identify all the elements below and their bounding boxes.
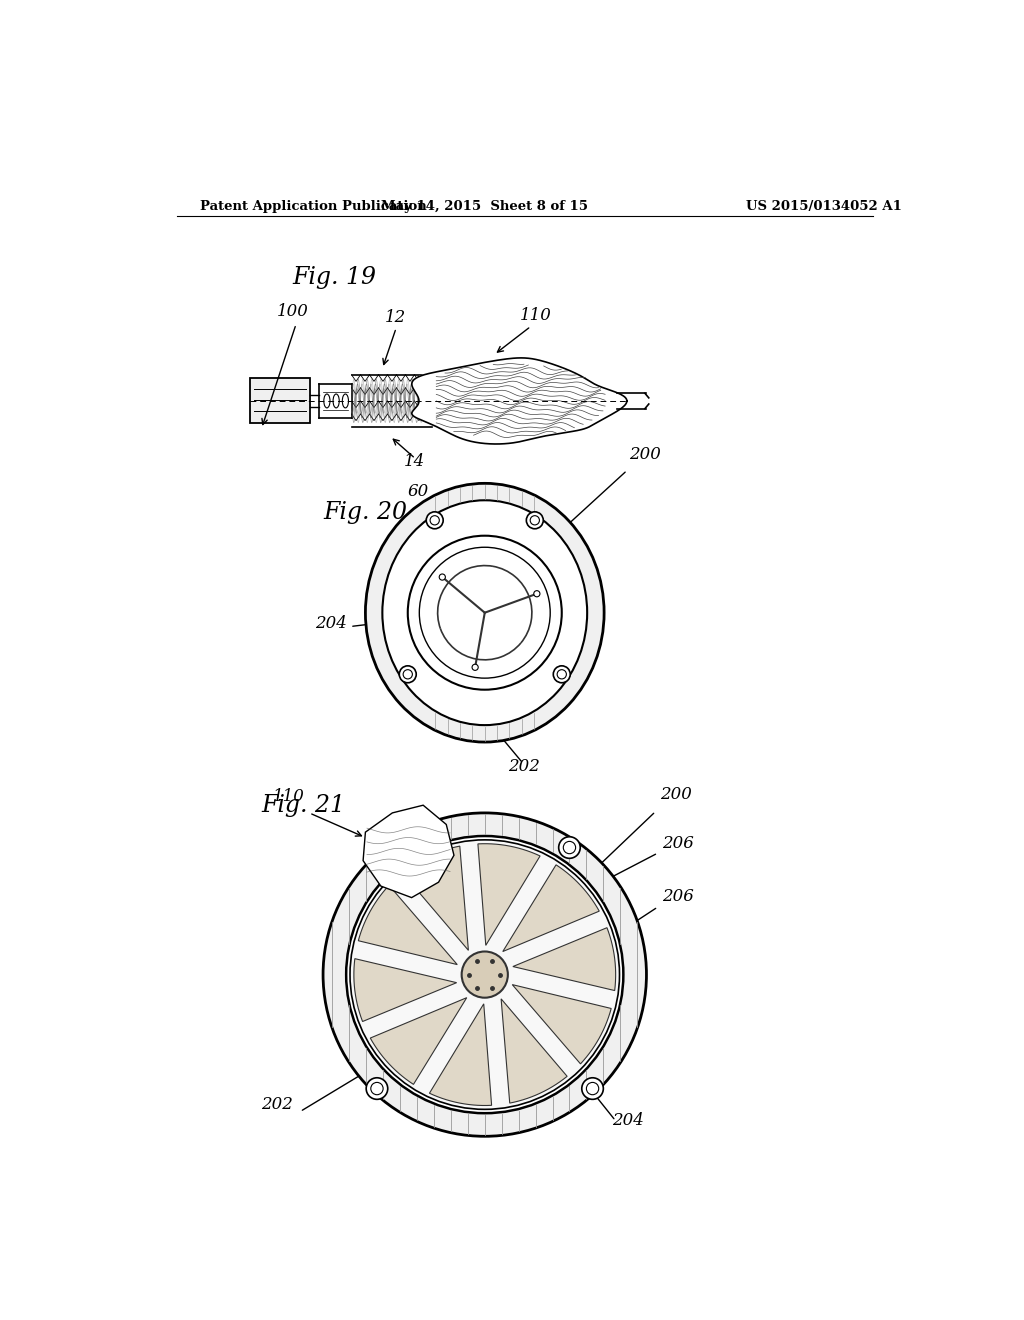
Text: Fig. 21: Fig. 21 [261, 793, 345, 817]
Text: 14: 14 [403, 453, 425, 470]
Polygon shape [512, 985, 611, 1064]
Circle shape [346, 836, 624, 1113]
Polygon shape [503, 865, 599, 952]
Circle shape [582, 1077, 603, 1100]
Circle shape [426, 512, 443, 529]
Text: 206: 206 [662, 888, 693, 906]
Text: 110: 110 [273, 788, 305, 805]
Text: 204: 204 [611, 1111, 644, 1129]
Polygon shape [478, 843, 540, 945]
Text: 10: 10 [388, 578, 410, 595]
Polygon shape [412, 358, 627, 444]
Circle shape [408, 536, 562, 689]
Circle shape [472, 664, 478, 671]
Text: Fig. 20: Fig. 20 [323, 502, 408, 524]
Polygon shape [371, 998, 467, 1085]
Text: 200: 200 [660, 785, 692, 803]
Circle shape [439, 574, 445, 581]
Polygon shape [354, 958, 457, 1022]
Text: 204: 204 [315, 615, 347, 632]
Circle shape [389, 837, 411, 858]
Text: 12: 12 [385, 309, 406, 326]
Text: 100: 100 [276, 304, 308, 321]
Polygon shape [501, 999, 567, 1104]
Text: 202: 202 [508, 758, 540, 775]
Circle shape [559, 837, 581, 858]
Text: Fig. 19: Fig. 19 [292, 267, 376, 289]
Text: US 2015/0134052 A1: US 2015/0134052 A1 [745, 199, 901, 213]
Text: 60: 60 [408, 483, 429, 500]
Circle shape [553, 665, 570, 682]
Polygon shape [364, 805, 454, 898]
Circle shape [534, 590, 540, 597]
Text: May 14, 2015  Sheet 8 of 15: May 14, 2015 Sheet 8 of 15 [381, 199, 588, 213]
Circle shape [367, 1077, 388, 1100]
Text: 110: 110 [519, 308, 551, 325]
Polygon shape [402, 846, 468, 950]
Text: 206: 206 [662, 834, 693, 851]
Circle shape [350, 840, 620, 1109]
Circle shape [462, 952, 508, 998]
Polygon shape [513, 928, 615, 990]
Bar [250, 378, 310, 422]
Polygon shape [429, 1003, 492, 1105]
Text: 202: 202 [261, 1097, 293, 1113]
Circle shape [323, 813, 646, 1137]
Polygon shape [358, 886, 458, 965]
Ellipse shape [366, 483, 604, 742]
Text: 200: 200 [630, 446, 662, 463]
Ellipse shape [382, 500, 587, 725]
Circle shape [399, 665, 416, 682]
Circle shape [526, 512, 544, 529]
Text: Patent Application Publication: Patent Application Publication [200, 199, 427, 213]
